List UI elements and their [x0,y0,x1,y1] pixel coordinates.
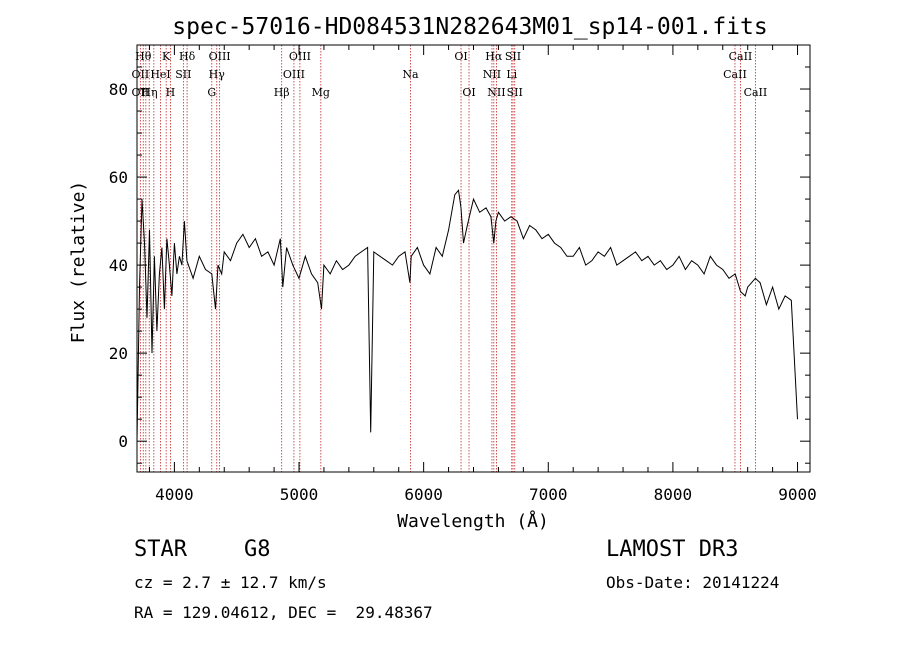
line-label-7: SII [175,68,191,81]
line-label-18: OI [462,86,475,99]
line-label-25: CaII [729,50,753,63]
y-tick-label-20: 20 [109,344,128,363]
object-subclass: G8 [244,537,271,562]
y-tick-label-80: 80 [109,80,128,99]
x-tick-label-4000: 4000 [155,485,194,504]
line-label-21: NII [483,68,501,81]
line-label-1: OII [132,68,150,81]
line-label-20: SII [505,50,521,63]
y-axis-ticks: 0 20 40 60 80 [109,66,810,464]
line-label-13: OIII [283,68,305,81]
line-label-24: SII [507,86,523,99]
line-label-6: HeI [150,68,170,81]
obs-date: Obs-Date: 20141224 [606,573,780,592]
line-label-14: Hβ [274,86,290,99]
y-tick-label-0: 0 [118,432,128,451]
line-label-0: Hθ [135,50,152,63]
line-label-17: OI [454,50,467,63]
object-class: STAR [134,537,187,562]
y-tick-label-60: 60 [109,168,128,187]
line-label-4: Hδ [179,50,196,63]
reference-lines [139,45,756,472]
x-tick-label-9000: 9000 [778,485,817,504]
x-tick-label-7000: 7000 [529,485,568,504]
line-label-15: Mg [312,86,330,99]
line-label-23: NII [487,86,505,99]
x-tick-label-8000: 8000 [654,485,693,504]
line-label-9: Hη [141,86,157,99]
line-label-19: Hα [485,50,503,63]
line-label-16: Na [402,68,419,81]
survey-name: LAMOST DR3 [606,537,739,562]
y-tick-label-40: 40 [109,256,128,275]
x-tick-label-5000: 5000 [280,485,319,504]
line-label-5: OIII [209,50,231,63]
line-label-11: G [207,86,216,99]
x-tick-label-6000: 6000 [404,485,443,504]
y-axis-label: Flux (relative) [68,181,89,344]
line-label-10: H [166,86,176,99]
x-axis-label: Wavelength (Å) [397,510,549,532]
line-label-12: OIII [289,50,311,63]
chart-title: spec-57016-HD084531N282643M01_sp14-001.f… [172,14,767,40]
line-label-26: CaII [723,68,747,81]
x-axis-ticks: 4000 5000 6000 7000 8000 9000 [148,45,817,504]
redshift-text: cz = 2.7 ± 12.7 km/s [134,573,327,592]
line-label-8: Hγ [209,68,226,81]
spectrum-line [136,189,798,442]
line-label-27: CaII [744,86,768,99]
line-label-3: K [162,50,171,63]
coordinates-text: RA = 129.04612, DEC = 29.48367 [134,603,433,622]
line-label-22: Li [506,68,517,81]
